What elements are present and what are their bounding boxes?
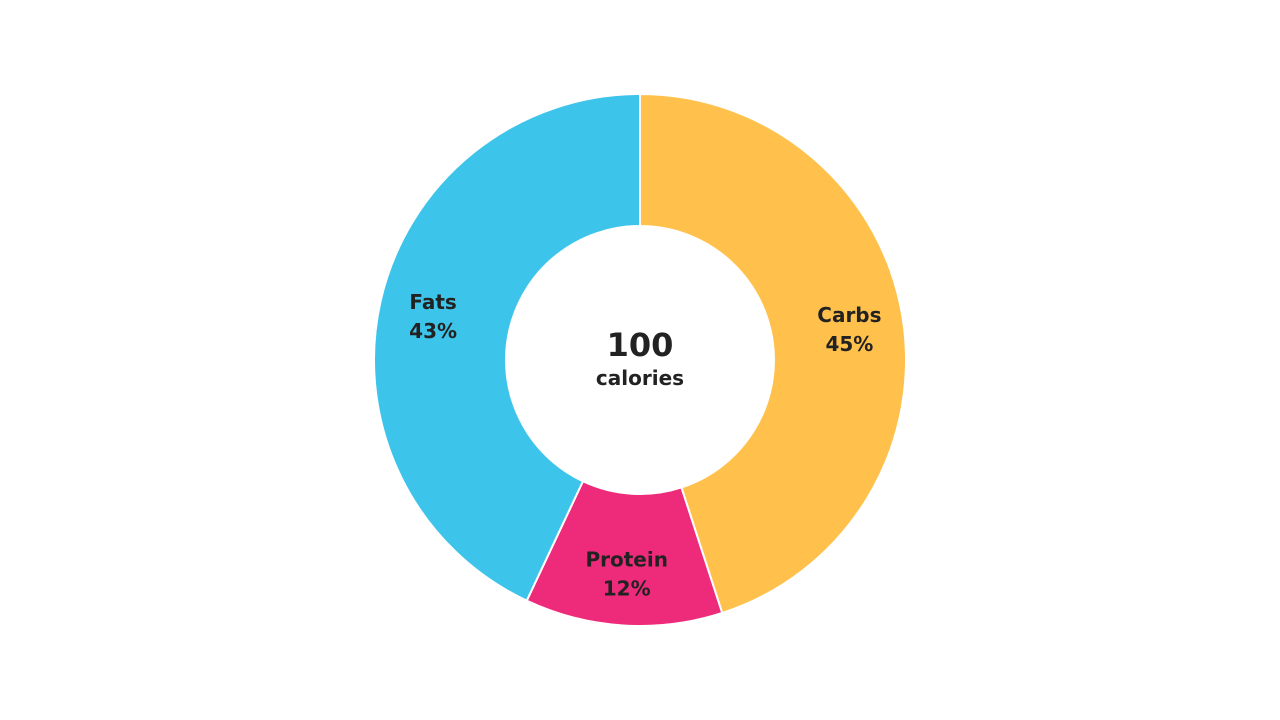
slice-value-protein: 12% bbox=[603, 577, 651, 601]
slice-label-carbs: Carbs bbox=[817, 303, 881, 327]
slice-fats bbox=[373, 92, 641, 603]
slice-value-carbs: 45% bbox=[825, 332, 873, 356]
slice-carbs bbox=[639, 92, 907, 615]
donut-center: 100 calories bbox=[596, 326, 684, 390]
center-value: 100 bbox=[607, 326, 674, 364]
slice-label-protein: Protein bbox=[585, 548, 667, 572]
slice-labels: Carbs 45% Protein 12% Fats 43% bbox=[409, 290, 881, 601]
donut-slices bbox=[373, 92, 907, 627]
slice-label-fats: Fats bbox=[409, 290, 456, 314]
center-label: calories bbox=[596, 366, 684, 390]
slice-value-fats: 43% bbox=[409, 319, 457, 343]
